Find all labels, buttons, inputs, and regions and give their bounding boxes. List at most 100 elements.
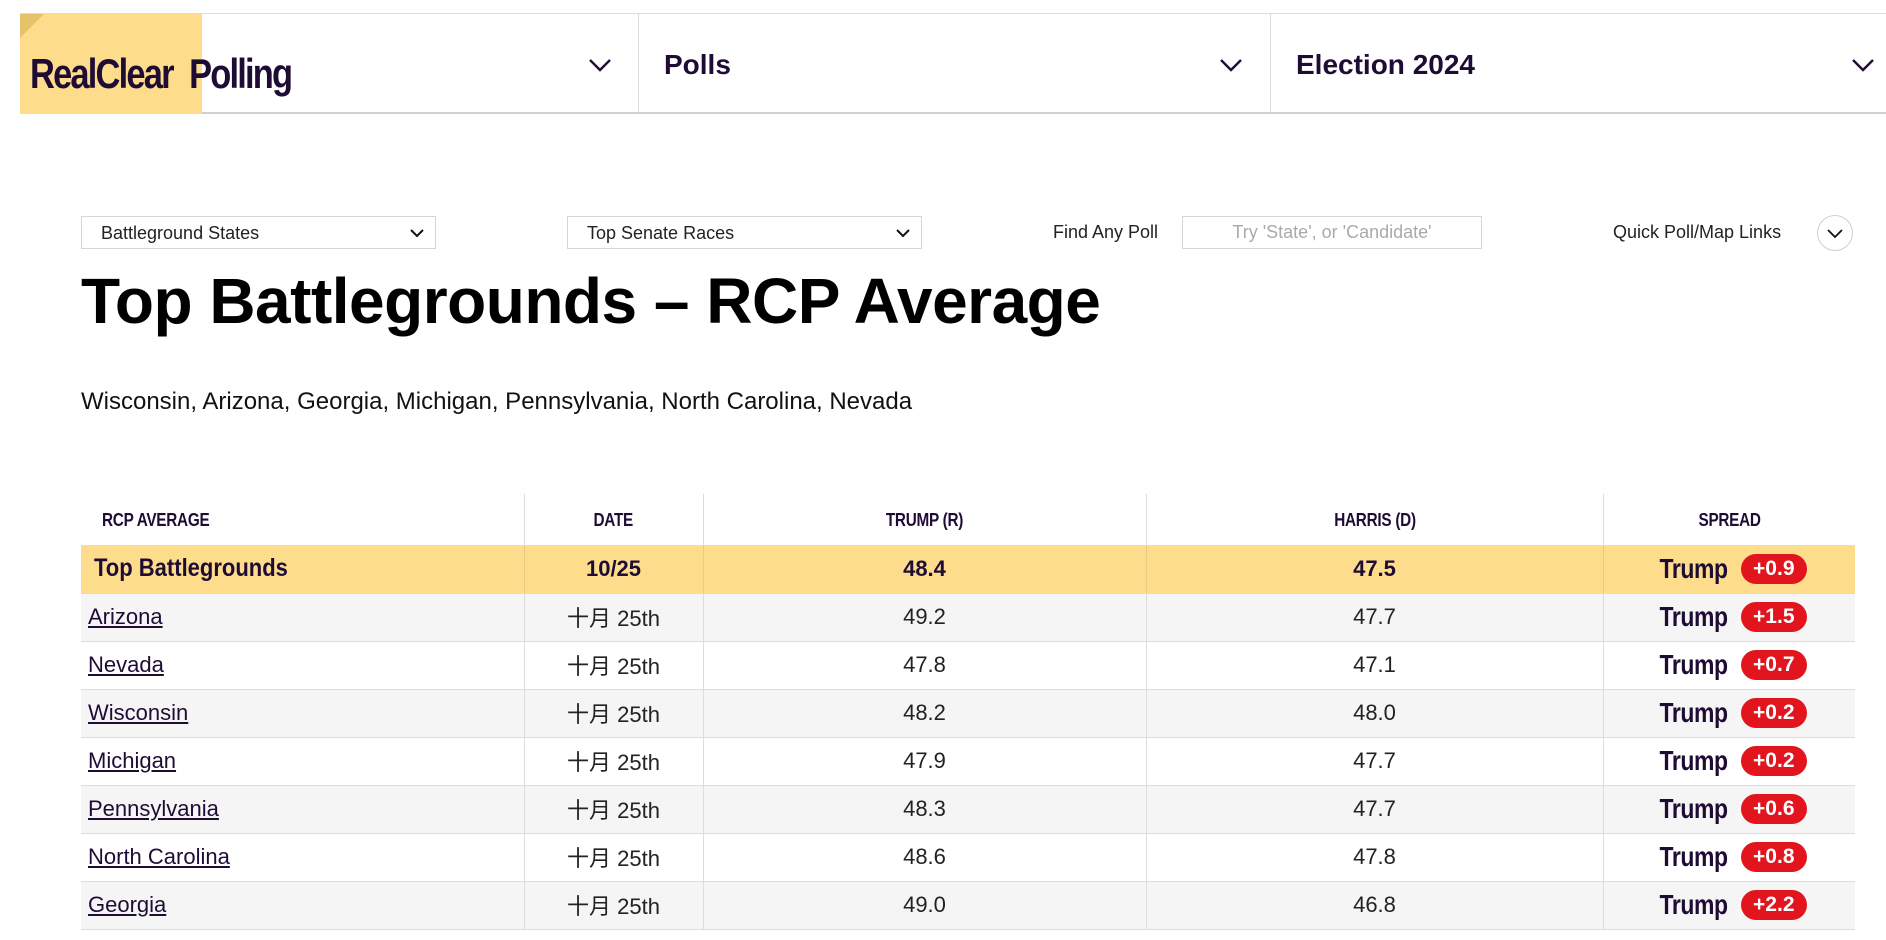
spread-badge: +1.5 [1741,602,1807,632]
spread-cell: Trump +2.2 [1602,881,1855,930]
table-row: North Carolina 十月 25th 48.6 47.8 Trump +0.8 [81,833,1855,882]
state-cell: Wisconsin [81,689,524,738]
table-row: Georgia 十月 25th 49.0 46.8 Trump +2.2 [81,881,1855,930]
table-row: Wisconsin 十月 25th 48.2 48.0 Trump +0.2 [81,689,1855,738]
table-row: Nevada 十月 25th 47.8 47.1 Trump +0.7 [81,641,1855,690]
quick-links-toggle[interactable] [1817,215,1853,251]
select-value: Battleground States [101,223,260,243]
state-link[interactable]: Wisconsin [88,700,189,725]
date-cell: 十月 25th [523,689,703,738]
trump-cell: 48.3 [702,785,1146,834]
nav-election-2024[interactable]: Election 2024 [1271,14,1886,112]
column-header[interactable]: DATE [523,494,703,545]
table-header-row: RCP AVERAGE DATE TRUMP (R) HARRIS (D) SP… [81,494,1855,545]
state-cell: Arizona [81,593,524,642]
state-link[interactable]: Michigan [88,748,177,773]
spread-cell: Trump +0.7 [1602,641,1855,690]
state-cell: Michigan [81,737,524,786]
spread-leader: Trump [1659,697,1728,728]
logo-text[interactable]: RealClear Polling [30,50,293,98]
spread-cell: Trump +0.6 [1602,785,1855,834]
chevron-down-icon [895,225,911,241]
spread-badge: +0.6 [1741,794,1807,824]
spread-leader: Trump [1659,793,1728,824]
date-cell: 十月 25th [523,881,703,930]
page-subtitle: Wisconsin, Arizona, Georgia, Michigan, P… [81,388,913,415]
state-link[interactable]: Pennsylvania [88,796,219,821]
date-cell: 十月 25th [523,785,703,834]
logo-part1: RealClear [30,50,174,97]
state-cell: Georgia [81,881,524,930]
battleground-states-select[interactable]: Battleground States [81,216,436,249]
top-navigation: RealClear Polling Polls Election 2024 [20,13,1886,114]
average-harris: 47.5 [1145,545,1603,594]
logo-part2: Polling [189,50,293,97]
harris-cell: 47.1 [1145,641,1603,690]
spread-badge: +2.2 [1741,890,1807,920]
date-cell: 十月 25th [523,641,703,690]
state-link[interactable]: North Carolina [88,844,230,869]
average-spread: Trump +0.9 [1602,545,1855,594]
logo-corner-fold [20,14,44,38]
state-cell: Nevada [81,641,524,690]
trump-cell: 49.2 [702,593,1146,642]
harris-cell: 48.0 [1145,689,1603,738]
trump-cell: 48.6 [702,833,1146,882]
date-cell: 十月 25th [523,593,703,642]
date-cell: 十月 25th [523,737,703,786]
logo[interactable] [20,14,202,114]
column-header[interactable]: TRUMP (R) [702,494,1146,545]
logo-menu[interactable]: RealClear Polling [20,14,639,114]
state-cell: Pennsylvania [81,785,524,834]
state-link[interactable]: Nevada [88,652,164,677]
spread-leader: Trump [1659,889,1728,920]
date-cell: 十月 25th [523,833,703,882]
table-row: Arizona 十月 25th 49.2 47.7 Trump +1.5 [81,593,1855,642]
chevron-down-icon[interactable] [587,52,613,78]
page-title: Top Battlegrounds – RCP Average [81,265,1101,337]
trump-cell: 49.0 [702,881,1146,930]
quick-links-label[interactable]: Quick Poll/Map Links [1613,222,1782,242]
state-cell: North Carolina [81,833,524,882]
average-row: Top Battlegrounds 10/25 48.4 47.5 Trump … [81,545,1855,594]
nav-polls-label: Polls [664,49,731,80]
select-value: Top Senate Races [587,223,735,243]
average-date: 10/25 [523,545,703,594]
trump-cell: 47.8 [702,641,1146,690]
average-name: Top Battlegrounds [81,545,524,594]
spread-cell: Trump +0.2 [1602,689,1855,738]
spread-cell: Trump +0.8 [1602,833,1855,882]
table-row: Michigan 十月 25th 47.9 47.7 Trump +0.2 [81,737,1855,786]
harris-cell: 47.7 [1145,737,1603,786]
rcp-average-table: RCP AVERAGE DATE TRUMP (R) HARRIS (D) SP… [81,494,1855,930]
column-header[interactable]: RCP AVERAGE [102,510,210,530]
harris-cell: 47.8 [1145,833,1603,882]
chevron-down-icon[interactable] [1218,52,1244,78]
column-header[interactable]: HARRIS (D) [1145,494,1603,545]
top-senate-races-select[interactable]: Top Senate Races [567,216,922,249]
spread-badge: +0.8 [1741,842,1807,872]
spread-leader: Trump [1659,601,1728,632]
spread-leader: Trump [1659,552,1728,584]
spread-leader: Trump [1659,745,1728,776]
chevron-down-icon [409,225,425,241]
nav-election-label: Election 2024 [1296,49,1475,80]
spread-leader: Trump [1659,841,1728,872]
state-link[interactable]: Georgia [88,892,167,917]
spread-badge: +0.9 [1741,553,1807,584]
chevron-down-icon[interactable] [1850,52,1876,78]
harris-cell: 47.7 [1145,785,1603,834]
trump-cell: 48.2 [702,689,1146,738]
chevron-down-icon [1827,229,1843,239]
spread-badge: +0.2 [1741,698,1807,728]
table-row: Pennsylvania 十月 25th 48.3 47.7 Trump +0.6 [81,785,1855,834]
harris-cell: 46.8 [1145,881,1603,930]
spread-badge: +0.2 [1741,746,1807,776]
find-any-poll-label: Find Any Poll [1053,222,1159,242]
spread-cell: Trump +1.5 [1602,593,1855,642]
column-header[interactable]: SPREAD [1602,494,1855,545]
poll-search-input[interactable] [1182,216,1482,249]
state-link[interactable]: Arizona [88,604,163,629]
spread-cell: Trump +0.2 [1602,737,1855,786]
nav-polls[interactable]: Polls [639,14,1271,112]
